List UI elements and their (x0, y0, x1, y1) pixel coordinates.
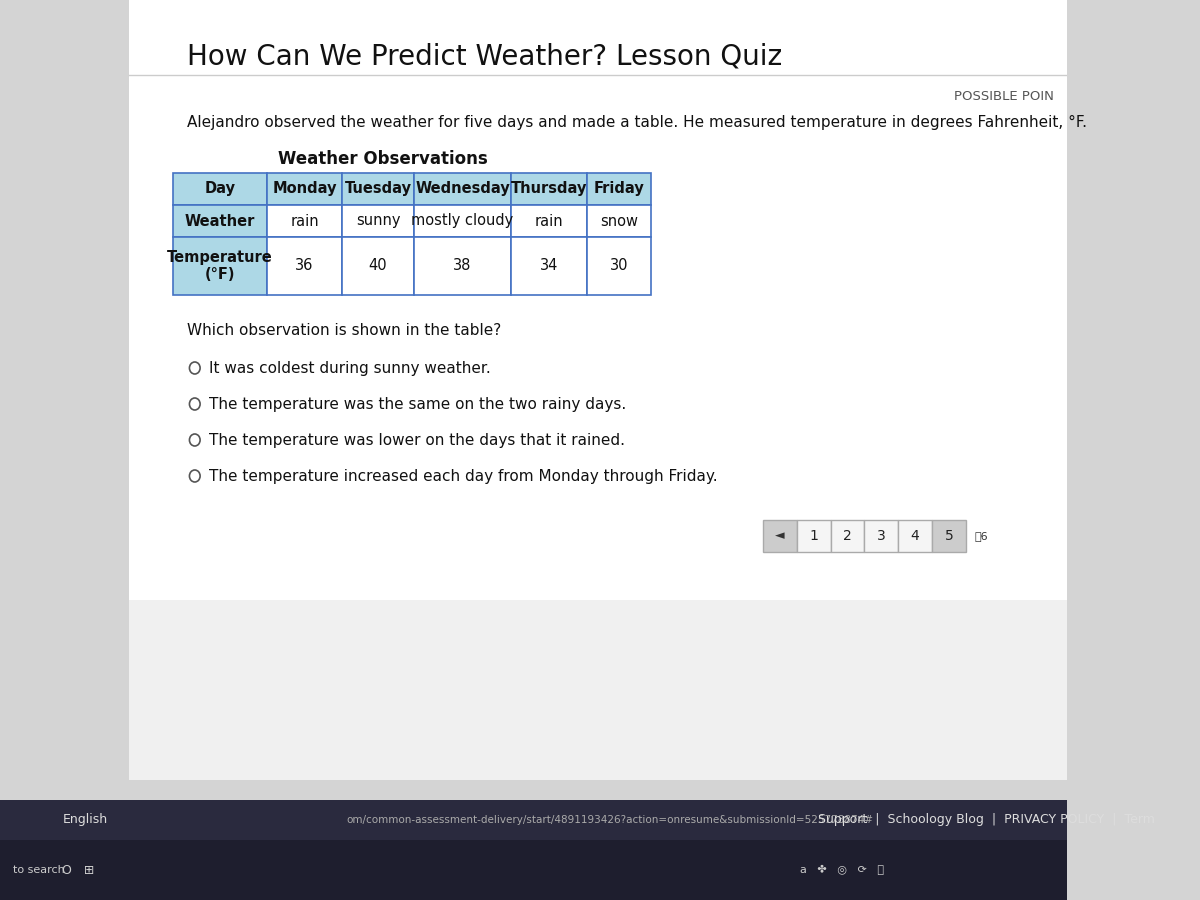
Bar (864, 520, 899, 552)
Bar (763, 520, 797, 552)
FancyBboxPatch shape (128, 0, 1067, 780)
Bar (342, 205, 414, 237)
Bar (342, 173, 414, 205)
Bar (587, 173, 652, 205)
Bar (266, 205, 342, 237)
FancyBboxPatch shape (0, 840, 1067, 900)
Text: Which observation is shown in the table?: Which observation is shown in the table? (187, 323, 502, 338)
Text: a   ✤   ◎   ⟳   🔴: a ✤ ◎ ⟳ 🔴 (800, 865, 884, 875)
Text: Tuesday: Tuesday (344, 182, 412, 196)
Text: Monday: Monday (272, 182, 337, 196)
Text: to search: to search (13, 865, 65, 875)
Bar (174, 205, 266, 237)
Text: rain: rain (290, 213, 319, 229)
Text: 3: 3 (877, 529, 886, 543)
Bar (511, 237, 587, 295)
Bar (932, 520, 966, 552)
Text: Weather: Weather (185, 213, 256, 229)
Text: Day: Day (205, 182, 235, 196)
Text: The temperature increased each day from Monday through Friday.: The temperature increased each day from … (209, 469, 718, 484)
Text: English: English (62, 814, 107, 826)
Text: Thursday: Thursday (511, 182, 587, 196)
Bar (342, 237, 414, 295)
Text: Temperature
(°F): Temperature (°F) (167, 250, 272, 283)
Bar (414, 237, 511, 295)
Text: 🖰6: 🖰6 (974, 531, 989, 541)
FancyBboxPatch shape (128, 0, 1067, 600)
Text: Wednesday: Wednesday (415, 182, 510, 196)
Text: sunny: sunny (355, 213, 401, 229)
Bar (174, 237, 266, 295)
Text: 40: 40 (368, 258, 388, 274)
Text: om/common-assessment-delivery/start/4891193426?action=onresume&submissionId=5257: om/common-assessment-delivery/start/4891… (347, 815, 874, 825)
Text: Alejandro observed the weather for five days and made a table. He measured tempe: Alejandro observed the weather for five … (187, 115, 1087, 130)
Bar (266, 173, 342, 205)
Text: It was coldest during sunny weather.: It was coldest during sunny weather. (209, 361, 491, 376)
Bar (587, 237, 652, 295)
Text: 34: 34 (540, 258, 558, 274)
Text: 38: 38 (454, 258, 472, 274)
Text: Friday: Friday (594, 182, 644, 196)
Text: ◄: ◄ (775, 529, 785, 543)
Text: 30: 30 (610, 258, 629, 274)
Text: 5: 5 (944, 529, 953, 543)
Text: snow: snow (600, 213, 638, 229)
Text: 1: 1 (809, 529, 818, 543)
Text: O   ⊞: O ⊞ (62, 863, 95, 877)
Text: The temperature was the same on the two rainy days.: The temperature was the same on the two … (209, 397, 626, 412)
Bar (414, 173, 511, 205)
Text: Weather Observations: Weather Observations (277, 150, 487, 168)
Bar (266, 237, 342, 295)
Text: How Can We Predict Weather? Lesson Quiz: How Can We Predict Weather? Lesson Quiz (187, 42, 782, 70)
Bar (414, 205, 511, 237)
Text: 2: 2 (844, 529, 852, 543)
Text: mostly cloudy: mostly cloudy (412, 213, 514, 229)
Bar (587, 205, 652, 237)
Bar (830, 520, 864, 552)
Text: 36: 36 (295, 258, 313, 274)
Text: 4: 4 (911, 529, 919, 543)
Text: POSSIBLE POIN: POSSIBLE POIN (954, 90, 1054, 103)
Bar (511, 205, 587, 237)
Text: rain: rain (535, 213, 564, 229)
FancyBboxPatch shape (0, 800, 1067, 840)
Bar (174, 173, 266, 205)
Bar (797, 520, 830, 552)
Bar (511, 173, 587, 205)
Text: Support  |  Schoology Blog  |  PRIVACY POLICY  |  Term: Support | Schoology Blog | PRIVACY POLIC… (818, 814, 1156, 826)
Bar (899, 520, 932, 552)
Text: The temperature was lower on the days that it rained.: The temperature was lower on the days th… (209, 433, 625, 448)
